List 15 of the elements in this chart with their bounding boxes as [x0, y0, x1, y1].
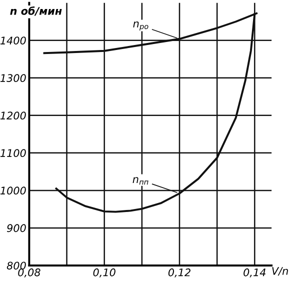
y-tick-label: 1100: [0, 149, 26, 158]
x-tick-label: 0,14: [244, 268, 266, 278]
y-tick-label: 1000: [0, 186, 26, 195]
x-axis-title: V/n: [272, 267, 288, 276]
x-tick-label: 0,10: [93, 268, 116, 278]
annotation: n$_{ро}$: [133, 21, 148, 31]
y-tick-label: 1300: [0, 74, 26, 82]
y-tick-label: 800: [6, 262, 26, 270]
annotation: n$_{пп}$: [132, 177, 148, 185]
y-axis-title: n об/мин: [10, 6, 62, 16]
y-tick-label: 900: [6, 224, 26, 232]
x-tick-label: 0,12: [168, 268, 190, 278]
y-tick-label: 1200: [0, 112, 26, 120]
x-tick-label: 0,08: [18, 268, 40, 278]
y-tick-label: 1400: [0, 36, 26, 44]
